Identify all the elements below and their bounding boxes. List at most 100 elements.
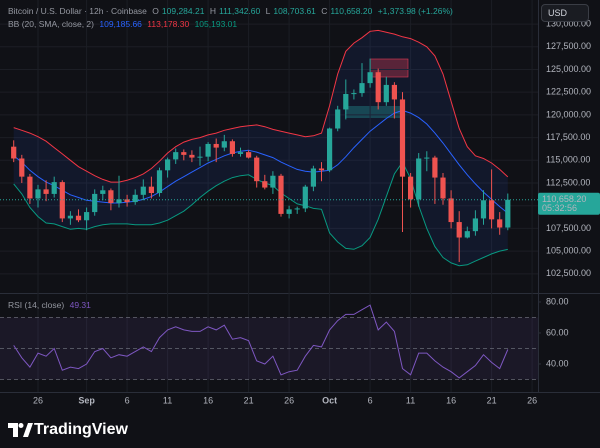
candle-body xyxy=(343,94,349,110)
candle-body xyxy=(327,128,333,171)
x-tick-label: 16 xyxy=(446,395,456,405)
x-tick-label: 26 xyxy=(33,395,43,405)
candle-body xyxy=(116,199,122,203)
candle-body xyxy=(286,209,292,214)
candle-body xyxy=(359,83,365,94)
candle-body xyxy=(148,186,154,194)
candle-body xyxy=(221,141,227,148)
x-tick-label: 21 xyxy=(487,395,497,405)
bb-lower: 105,193.01 xyxy=(194,19,238,29)
candle-body xyxy=(27,176,33,199)
bb-upper: 113,178.30 xyxy=(147,19,190,29)
rsi-line xyxy=(13,304,509,379)
candle-body xyxy=(318,168,325,171)
candle-body xyxy=(124,199,130,203)
candle-body xyxy=(464,231,470,238)
ohlc-key: O xyxy=(152,6,159,16)
candle-body xyxy=(278,175,284,214)
candle-body xyxy=(432,157,438,178)
tradingview-logo xyxy=(8,423,33,437)
candle-body xyxy=(254,157,260,182)
brand: TradingView xyxy=(34,421,128,438)
y-tick-label: 117,500.00 xyxy=(546,132,590,142)
symbol-legend: Bitcoin / U.S. Dollar · 12h · Coinbase O… xyxy=(8,6,456,16)
x-tick-label: 6 xyxy=(125,395,130,405)
ohlc-key: C xyxy=(321,6,328,16)
rsi-label: RSI (14, close) xyxy=(8,300,65,310)
candle-body xyxy=(84,212,90,221)
x-tick-label: 11 xyxy=(406,395,415,405)
y-tick-label: 107,500.00 xyxy=(546,223,591,233)
candle-body xyxy=(408,176,414,200)
ohlc-key: H xyxy=(209,6,216,16)
y-tick-label: 120,000.00 xyxy=(546,109,591,119)
candle-body xyxy=(310,168,316,187)
symbol: Bitcoin / U.S. Dollar · 12h · Coinbase xyxy=(8,6,147,16)
y-tick-label: 80.00 xyxy=(546,296,569,306)
candle-body xyxy=(440,177,446,199)
candle-body xyxy=(108,190,114,203)
candle-body xyxy=(11,146,17,159)
candle-body xyxy=(302,186,308,209)
candle-body xyxy=(237,152,244,154)
countdown: 05:32:56 xyxy=(542,203,577,213)
y-tick-label: 60.00 xyxy=(546,327,569,337)
y-tick-label: 130,000.00 xyxy=(546,18,591,28)
y-tick-label: 102,500.00 xyxy=(546,268,591,278)
candle-body xyxy=(51,182,57,194)
candle-body xyxy=(424,157,430,159)
candle-body xyxy=(140,186,146,195)
candle-body xyxy=(367,72,373,84)
price-tag xyxy=(538,192,600,215)
candle-body xyxy=(165,159,171,171)
candle-body xyxy=(246,152,252,158)
y-tick-label: 105,000.00 xyxy=(546,246,591,256)
y-tick-label: 40.00 xyxy=(546,358,569,368)
candle-body xyxy=(383,84,389,103)
y-tick-label: 125,000.00 xyxy=(546,64,591,74)
candle-body xyxy=(448,198,454,223)
candle-body xyxy=(472,218,478,232)
ohlc-value: 109,284.21 xyxy=(161,6,205,16)
x-tick-label: 21 xyxy=(244,395,254,405)
y-tick-label: 122,500.00 xyxy=(546,87,591,97)
candle-body xyxy=(189,154,195,158)
candle-body xyxy=(505,199,511,228)
candle-body xyxy=(19,158,25,177)
candle-body xyxy=(156,170,163,194)
candle-body xyxy=(294,208,300,210)
candle-body xyxy=(67,215,73,219)
candle-body xyxy=(229,141,235,154)
x-tick-label: 26 xyxy=(284,395,294,405)
currency-button[interactable]: USD xyxy=(541,4,589,22)
y-tick-label: 127,500.00 xyxy=(546,41,591,51)
candle-body xyxy=(351,93,357,95)
rsi-legend: RSI (14, close) 49.31 xyxy=(8,300,94,310)
x-tick-label: 6 xyxy=(368,395,373,405)
x-tick-label: 26 xyxy=(527,395,537,405)
candle-body xyxy=(213,143,219,148)
ohlc-key: L xyxy=(265,6,271,16)
candle-body xyxy=(100,190,106,194)
candle-body xyxy=(262,181,268,188)
candle-body xyxy=(43,189,49,194)
y-tick-label: 115,000.00 xyxy=(546,155,590,165)
ohlc-value: 108,703.61 xyxy=(273,6,316,16)
candle-body xyxy=(391,84,397,100)
candle-body xyxy=(205,143,211,157)
bb-upper-line xyxy=(13,29,509,183)
candle-body xyxy=(132,194,138,203)
candle-body xyxy=(335,109,341,129)
x-tick-label: 11 xyxy=(163,395,172,405)
candle-body xyxy=(416,158,422,200)
y-tick-label: 112,500.00 xyxy=(546,177,590,187)
candle-body xyxy=(181,152,187,155)
candle-body xyxy=(456,222,462,238)
change: +1,373.98 (+1.26%) xyxy=(377,6,453,16)
rsi-value: 49.31 xyxy=(69,300,91,310)
x-tick-label: 16 xyxy=(203,395,213,405)
candle-body xyxy=(35,189,41,199)
x-tick-label: Oct xyxy=(322,395,337,405)
